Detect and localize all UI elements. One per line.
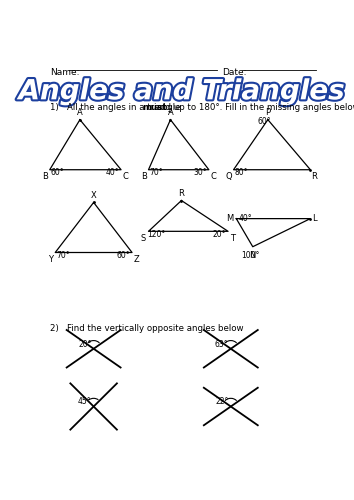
Text: X: X [91,191,97,200]
Text: 40°: 40° [238,214,252,223]
Text: M: M [226,214,233,223]
Text: 60°: 60° [116,251,130,260]
Text: T: T [230,234,235,243]
Text: P: P [265,108,270,117]
Text: N: N [250,250,256,260]
Text: C: C [122,172,128,181]
Text: Angles and Triangles: Angles and Triangles [18,78,344,106]
Text: A: A [77,108,83,117]
Text: Z: Z [133,255,139,264]
Text: C: C [210,172,216,181]
Text: R: R [178,189,184,198]
Text: 63°: 63° [215,340,228,348]
Text: 2)   Find the vertically opposite angles below: 2) Find the vertically opposite angles b… [50,324,243,332]
Text: S: S [141,234,146,243]
Text: 20°: 20° [79,340,92,348]
Text: 22°: 22° [216,398,229,406]
Text: A: A [167,108,173,117]
Text: B: B [42,172,48,181]
Text: L: L [312,214,317,223]
Text: 100°: 100° [241,250,259,260]
Text: 20°: 20° [212,230,226,239]
Text: R: R [312,172,318,181]
Text: 30°: 30° [193,168,207,177]
Text: Q: Q [225,172,232,181]
Text: 60°: 60° [258,117,272,126]
Text: Date:: Date: [223,68,247,76]
Text: 40°: 40° [105,168,119,177]
Text: 45°: 45° [77,398,91,406]
Text: 70°: 70° [56,251,70,260]
Text: 60°: 60° [51,168,64,177]
Text: Y: Y [48,255,53,264]
Text: 80°: 80° [234,168,248,177]
Text: add up to 180°. Fill in the missing angles below: add up to 180°. Fill in the missing angl… [152,103,354,112]
Text: B: B [141,172,147,181]
Text: 1)   All the angles in a triangle: 1) All the angles in a triangle [50,103,183,112]
Text: 120°: 120° [148,230,166,239]
Text: must: must [142,103,167,112]
Text: Name:: Name: [50,68,79,76]
Text: 70°: 70° [149,168,163,177]
